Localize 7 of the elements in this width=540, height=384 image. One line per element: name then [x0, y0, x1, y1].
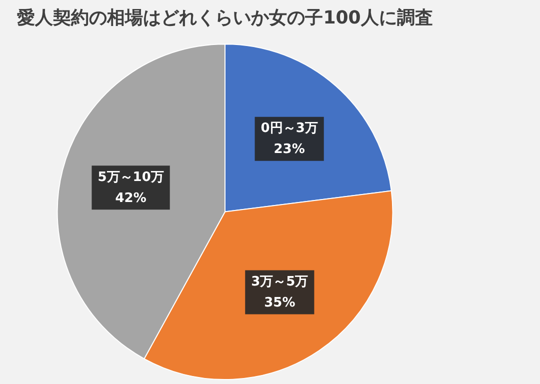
- slice-label: 5万～10万: [98, 170, 164, 185]
- data-label: 23%: [274, 142, 305, 158]
- slice-label: 0円～3万: [260, 121, 318, 136]
- data-label: 42%: [115, 190, 146, 206]
- chart-title: 愛人契約の相場はどれくらいか女の子100人に調査: [17, 7, 433, 28]
- slice-label: 3万～5万: [251, 274, 308, 290]
- data-label: 35%: [264, 296, 296, 311]
